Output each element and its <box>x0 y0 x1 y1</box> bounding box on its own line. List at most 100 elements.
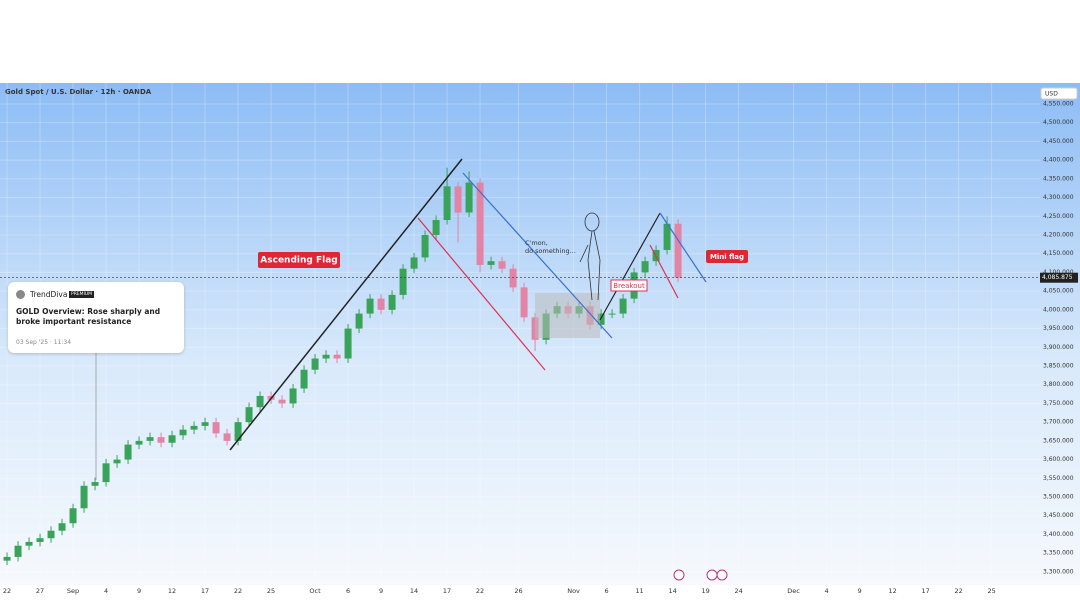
annotation: Breakout <box>613 282 645 290</box>
candle-body <box>14 545 22 557</box>
y-tick-label: 3,550.000 <box>1043 475 1074 482</box>
candle-body <box>377 298 385 310</box>
x-tick-label: 26 <box>514 587 522 595</box>
news-card[interactable]: TrendDiva PREMIUM GOLD Overview: Rose sh… <box>8 282 184 353</box>
x-tick-label: 11 <box>635 587 643 595</box>
candle-body <box>388 294 396 310</box>
x-axis-band <box>0 585 1080 608</box>
event-icon[interactable] <box>673 569 685 581</box>
candle-body <box>465 182 473 213</box>
x-tick-label: Nov <box>567 587 580 595</box>
x-tick-label: 9 <box>137 587 141 595</box>
label-box <box>258 252 340 268</box>
candle-body <box>201 422 209 426</box>
figure-sketch <box>579 212 601 301</box>
annotation: Mini flag <box>710 253 744 261</box>
y-tick-label: 3,750.000 <box>1043 400 1074 407</box>
x-tick-label: 4 <box>825 587 829 595</box>
y-tick-label: 4,000.000 <box>1043 306 1074 313</box>
y-tick-label: 4,400.000 <box>1043 157 1074 164</box>
trendline <box>462 172 613 339</box>
label-box <box>706 250 748 263</box>
candle-body <box>498 261 506 269</box>
y-tick-label: 3,500.000 <box>1043 494 1074 501</box>
candle-body <box>245 407 253 423</box>
candle-body <box>289 388 297 404</box>
candle-body <box>212 422 220 434</box>
candle-body <box>135 440 143 445</box>
x-tick-label: 25 <box>987 587 995 595</box>
x-tick-label: 17 <box>201 587 209 595</box>
x-tick-label: 9 <box>858 587 862 595</box>
annotation: Ascending Flag <box>260 256 337 266</box>
candle-body <box>157 437 165 443</box>
candle-body <box>223 433 231 441</box>
candle-body <box>80 485 88 509</box>
candle-body <box>124 444 132 460</box>
x-tick-label: 12 <box>168 587 176 595</box>
candle-body <box>102 463 110 483</box>
x-tick-label: 22 <box>954 587 962 595</box>
y-tick-label: 3,650.000 <box>1043 437 1074 444</box>
y-tick-label: 3,900.000 <box>1043 344 1074 351</box>
x-tick-label: 22 <box>476 587 484 595</box>
candle-body <box>487 261 495 265</box>
candle-body <box>520 287 528 318</box>
y-tick-label: 4,300.000 <box>1043 194 1074 201</box>
candle-body <box>674 223 682 278</box>
candle-body <box>179 429 187 436</box>
y-tick-label: 4,100.000 <box>1043 269 1074 276</box>
candle-body <box>432 220 440 235</box>
candle-body <box>47 530 55 539</box>
trendline <box>229 158 463 451</box>
y-tick-label: 4,500.000 <box>1043 119 1074 126</box>
candle-body <box>311 358 319 370</box>
candle-body <box>641 261 649 273</box>
candle-body <box>91 482 99 486</box>
x-tick-label: 9 <box>379 587 383 595</box>
candle-body <box>443 186 451 221</box>
y-tick-label: 3,850.000 <box>1043 363 1074 370</box>
annotation: C'mon, <box>525 239 548 247</box>
event-icon[interactable] <box>706 569 718 581</box>
y-tick-label: 4,200.000 <box>1043 231 1074 238</box>
y-tick-label: 4,350.000 <box>1043 175 1074 182</box>
currency-box <box>1040 87 1078 100</box>
candle-body <box>476 182 484 265</box>
candle-body <box>168 435 176 443</box>
x-tick-label: 14 <box>668 587 676 595</box>
candle-body <box>608 313 616 315</box>
x-tick-label: 17 <box>443 587 451 595</box>
candle-body <box>278 399 286 404</box>
x-tick-label: 19 <box>701 587 709 595</box>
candle-body <box>421 234 429 258</box>
y-tick-label: 3,600.000 <box>1043 456 1074 463</box>
candle-body <box>25 541 33 546</box>
candle-body <box>344 328 352 359</box>
y-tick-label: 3,300.000 <box>1043 568 1074 575</box>
event-icon[interactable] <box>716 569 728 581</box>
candle-body <box>322 354 330 359</box>
candle-body <box>619 298 627 314</box>
x-tick-label: 14 <box>410 587 418 595</box>
x-tick-label: 4 <box>104 587 108 595</box>
candle-body <box>58 523 66 531</box>
x-tick-label: Dec <box>787 587 800 595</box>
y-tick-label: 4,450.000 <box>1043 138 1074 145</box>
candle-body <box>410 257 418 269</box>
y-tick-label: 3,700.000 <box>1043 419 1074 426</box>
candle-body <box>36 538 44 542</box>
y-tick-label: 4,150.000 <box>1043 250 1074 257</box>
x-tick-label: 25 <box>267 587 275 595</box>
last-price-label: 4,085.875 <box>1042 274 1073 281</box>
y-tick-label: 4,550.000 <box>1043 100 1074 107</box>
trendline <box>599 212 661 321</box>
candle-body <box>190 425 198 430</box>
time: 03 Sep '25 · 11:34 <box>16 339 72 346</box>
candle-body <box>333 354 341 359</box>
y-tick-label: 3,950.000 <box>1043 325 1074 332</box>
annotation: do something... <box>525 247 576 255</box>
chart-title: Gold Spot / U.S. Dollar · 12h · OANDA <box>5 88 152 96</box>
x-tick-label: 17 <box>921 587 929 595</box>
